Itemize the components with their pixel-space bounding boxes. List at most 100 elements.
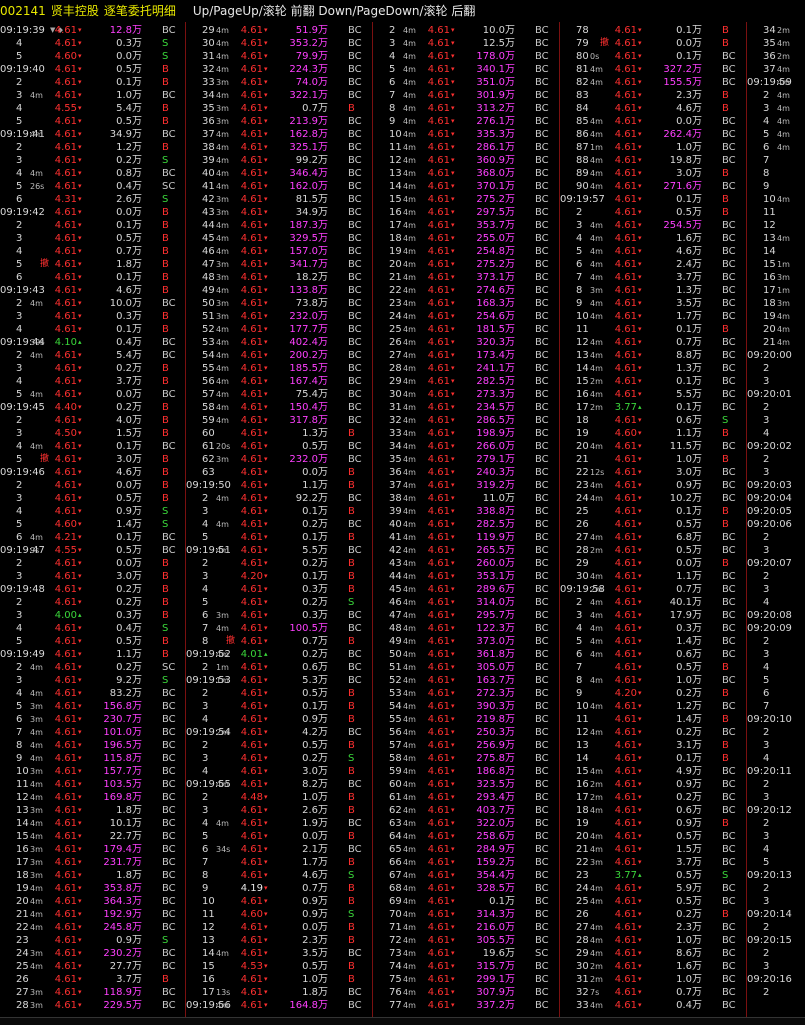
trade-row[interactable]: 5 4m 4.61 ▾ 0.0万 BC	[0, 388, 186, 401]
trade-row[interactable]: 44 4m 4.61 ▾ 353.1万 BC	[373, 570, 560, 583]
trade-row[interactable]: 4 4m	[747, 115, 805, 128]
trade-row[interactable]: 13 3m 4.61 ▾ 1.8万 BC	[0, 804, 186, 817]
trade-row[interactable]: 2	[747, 362, 805, 375]
trade-row[interactable]: 11	[747, 206, 805, 219]
trade-row[interactable]: 2 1m 4.61 ▾ 0.6万 BC	[186, 661, 373, 674]
trade-row[interactable]: 10 4m 4.61 ▾ 1.2万 BC	[560, 700, 747, 713]
trade-row[interactable]: 09:19:59 4m	[747, 76, 805, 89]
trade-row[interactable]: 5 撤 4.61 ▾ 1.8万 B	[0, 258, 186, 271]
trade-row[interactable]: 09:20:05	[747, 505, 805, 518]
trade-row[interactable]: 87 1m 4.61 ▾ 1.0万 BC	[560, 141, 747, 154]
trade-row[interactable]: 3 4.61 ▾ 0.5万 B	[0, 492, 186, 505]
trade-row[interactable]: 43 3m 4.61 ▾ 34.9万 BC	[186, 206, 373, 219]
trade-row[interactable]: 5 4m 4.61 ▾ 1.4万 BC	[560, 635, 747, 648]
trade-row[interactable]: 4 4.61 ▾ 3.0万 B	[186, 765, 373, 778]
trade-row[interactable]: 35 4m 4.61 ▾ 279.1万 BC	[373, 453, 560, 466]
trade-row[interactable]: 7 4m 4.61 ▾ 3.7万 BC	[560, 271, 747, 284]
trade-row[interactable]: 69 4m 4.61 ▾ 0.1万 BC	[373, 895, 560, 908]
trade-row[interactable]: 76 4m 4.61 ▾ 307.9万 BC	[373, 986, 560, 999]
trade-row[interactable]: 62 4m 4.61 ▾ 403.7万 BC	[373, 804, 560, 817]
trade-row[interactable]: 12 4m 4.61 ▾ 169.8万 BC	[0, 791, 186, 804]
trade-row[interactable]: 6 4m	[747, 141, 805, 154]
trade-row[interactable]: 3 4.00 ▴ 0.3万 B	[0, 609, 186, 622]
trade-row[interactable]: 09:19:51 4m 4.61 ▾ 5.5万 BC	[186, 544, 373, 557]
trade-row[interactable]: 2 4m 4.61 ▾ 0.2万 SC	[0, 661, 186, 674]
trade-row[interactable]: 5 撤 4.61 ▾ 3.0万 B	[0, 453, 186, 466]
trade-row[interactable]: 20 4m 4.61 ▾ 275.2万 BC	[373, 258, 560, 271]
trade-row[interactable]: 10 4m	[747, 193, 805, 206]
trade-row[interactable]: 9	[747, 180, 805, 193]
trade-row[interactable]: 13 4m 4.61 ▾ 368.0万 BC	[373, 167, 560, 180]
trade-row[interactable]: 3 4.61 ▾ 0.3万 B	[0, 310, 186, 323]
trade-row[interactable]: 47 3m 4.61 ▾ 341.7万 BC	[186, 258, 373, 271]
trade-row[interactable]: 17 13s 4.61 ▾ 1.8万 BC	[186, 986, 373, 999]
trade-row[interactable]: 4 4.61 ▾ 0.9万 B	[186, 713, 373, 726]
trade-row[interactable]: 4	[747, 843, 805, 856]
trade-row[interactable]: 8	[747, 167, 805, 180]
trade-row[interactable]: 60 4.61 ▾ 1.3万 B	[186, 427, 373, 440]
trade-row[interactable]: 27 4m 4.61 ▾ 173.4万 BC	[373, 349, 560, 362]
sort-arrow-icon[interactable]: ▼ ◆	[50, 26, 63, 34]
trade-row[interactable]: 4 4.61 ▾ 0.4万 S	[0, 622, 186, 635]
trade-row[interactable]: 2	[747, 778, 805, 791]
trade-row[interactable]: 2 4.61 ▾ 0.1万 B	[0, 76, 186, 89]
trade-row[interactable]: 5 3m 4.61 ▾ 156.8万 BC	[0, 700, 186, 713]
trade-row[interactable]: 56 4m 4.61 ▾ 250.3万 BC	[373, 726, 560, 739]
trade-row[interactable]: 17 2m 4.61 ▾ 0.2万 BC	[560, 791, 747, 804]
trade-row[interactable]: 68 4m 4.61 ▾ 328.5万 BC	[373, 882, 560, 895]
trade-row[interactable]: 6 4.31 ▾ 2.6万 S	[0, 193, 186, 206]
trade-row[interactable]: 09:20:00	[747, 349, 805, 362]
trade-row[interactable]: 37 4m	[747, 63, 805, 76]
trade-row[interactable]: 56 4m 4.61 ▾ 167.4万 BC	[186, 375, 373, 388]
trade-row[interactable]: 60 4m 4.61 ▾ 323.5万 BC	[373, 778, 560, 791]
trade-row[interactable]: 09:19:50 4.61 ▾ 1.1万 B	[186, 479, 373, 492]
trade-row[interactable]: 4 4m 4.61 ▾ 1.6万 BC	[560, 232, 747, 245]
trade-row[interactable]: 24 4m 4.61 ▾ 10.2万 BC	[560, 492, 747, 505]
trade-row[interactable]: 32 7s 4.61 ▾ 0.7万 BC	[560, 986, 747, 999]
trade-row[interactable]: 4 4m 4.61 ▾ 0.3万 BC	[560, 622, 747, 635]
trade-row[interactable]: 29 4m 4.61 ▾ 282.5万 BC	[373, 375, 560, 388]
trade-row[interactable]: 5 4m	[747, 128, 805, 141]
trade-row[interactable]: 59 4m 4.61 ▾ 186.8万 BC	[373, 765, 560, 778]
trade-row[interactable]: 78 4.61 ▾ 0.1万 B	[560, 24, 747, 37]
trade-row[interactable]: 4 4.61 ▾ 0.9万 S	[0, 505, 186, 518]
trade-row[interactable]: 09:20:06	[747, 518, 805, 531]
trade-row[interactable]: 34 4m 4.61 ▾ 322.1万 BC	[186, 89, 373, 102]
trade-row[interactable]: 2 4.61 ▾ 0.2万 B	[0, 596, 186, 609]
trade-row[interactable]: 57 4m 4.61 ▾ 256.9万 BC	[373, 739, 560, 752]
trade-row[interactable]: 2	[747, 453, 805, 466]
trade-row[interactable]: 2 4.48 ▾ 1.0万 B	[186, 791, 373, 804]
trade-row[interactable]: 36 3m 4.61 ▾ 213.9万 BC	[186, 115, 373, 128]
trade-row[interactable]: 23 3.77 ▴ 0.5万 S	[560, 869, 747, 882]
trade-row[interactable]: 09:19:41 4m 4.61 ▾ 34.9万 BC	[0, 128, 186, 141]
trade-row[interactable]: 20 4m 4.61 ▾ 11.5万 BC	[560, 440, 747, 453]
trade-row[interactable]: 85 4m 4.61 ▾ 0.0万 BC	[560, 115, 747, 128]
trade-row[interactable]: 83 4.61 ▾ 2.3万 B	[560, 89, 747, 102]
trade-row[interactable]: 19 4m 4.61 ▾ 254.8万 BC	[373, 245, 560, 258]
trade-row[interactable]: 09:20:13	[747, 869, 805, 882]
trade-row[interactable]: 7	[747, 154, 805, 167]
trade-row[interactable]: 86 4m 4.61 ▾ 262.4万 BC	[560, 128, 747, 141]
trade-row[interactable]: 51 4m 4.61 ▾ 305.0万 BC	[373, 661, 560, 674]
trade-row[interactable]: 71 4m 4.61 ▾ 216.0万 BC	[373, 921, 560, 934]
trade-row[interactable]: 18 4m 4.61 ▾ 255.0万 BC	[373, 232, 560, 245]
trade-row[interactable]: 11 4m 4.61 ▾ 103.5万 BC	[0, 778, 186, 791]
trade-row[interactable]: 73 4m 4.61 ▾ 19.6万 SC	[373, 947, 560, 960]
trade-row[interactable]: 3 4.61 ▾ 9.2万 S	[0, 674, 186, 687]
trade-row[interactable]: 4 4.61 ▾ 3.7万 B	[0, 375, 186, 388]
trade-row[interactable]: 09:19:55 4m 4.61 ▾ 8.2万 BC	[186, 778, 373, 791]
trade-row[interactable]: 10 4m 4.61 ▾ 1.7万 BC	[560, 310, 747, 323]
trade-row[interactable]: 9 4.20 ▾ 0.2万 B	[560, 687, 747, 700]
trade-row[interactable]: 29 4m 4.61 ▾ 51.9万 BC	[186, 24, 373, 37]
trade-row[interactable]: 4 4.55 ▾ 5.4万 B	[0, 102, 186, 115]
trade-row[interactable]: 3 4.61 ▾ 2.6万 B	[186, 804, 373, 817]
trade-row[interactable]: 17 3m 4.61 ▾ 231.7万 BC	[0, 856, 186, 869]
trade-row[interactable]: 30 2m 4.61 ▾ 1.6万 BC	[560, 960, 747, 973]
trade-row[interactable]: 3 4m 4.61 ▾ 254.5万 BC	[560, 219, 747, 232]
trade-row[interactable]: 25 4m 4.61 ▾ 181.5万 BC	[373, 323, 560, 336]
trade-row[interactable]: 10 4m 4.61 ▾ 335.3万 BC	[373, 128, 560, 141]
trade-row[interactable]: 3 4.50 ▾ 1.5万 B	[0, 427, 186, 440]
trade-row[interactable]: 30 4m 4.61 ▾ 1.1万 BC	[560, 570, 747, 583]
trade-row[interactable]: 41 4m 4.61 ▾ 162.0万 BC	[186, 180, 373, 193]
trade-row[interactable]: 5 4.61 ▾ 0.2万 S	[186, 596, 373, 609]
